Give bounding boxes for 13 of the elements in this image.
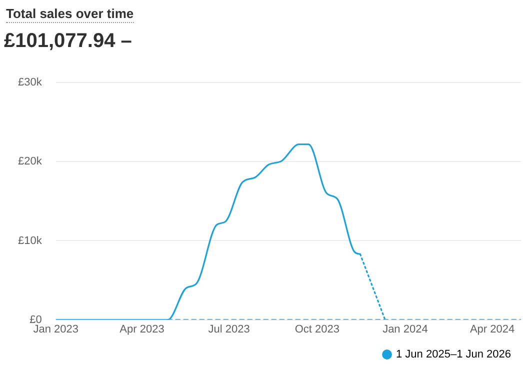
chart-subtitle: £101,077.94 – xyxy=(4,30,132,53)
x-tick-label: Apr 2024 xyxy=(470,323,515,336)
x-tick-label: Apr 2023 xyxy=(120,323,164,336)
legend-label: 1 Jun 2025–1 Jun 2026 xyxy=(396,348,512,361)
x-tick-label: Jan 2024 xyxy=(382,323,428,336)
x-tick-label: Jan 2023 xyxy=(33,323,78,336)
x-tick-label: Jul 2023 xyxy=(208,323,250,336)
y-tick-label: £20k xyxy=(18,156,42,168)
x-tick-label: Oct 2023 xyxy=(294,323,340,336)
y-tick-label: £30k xyxy=(18,76,42,89)
chart-title: Total sales over time xyxy=(6,6,134,23)
y-tick-label: £10k xyxy=(18,234,42,247)
y-tick-label: £0 xyxy=(30,314,42,326)
